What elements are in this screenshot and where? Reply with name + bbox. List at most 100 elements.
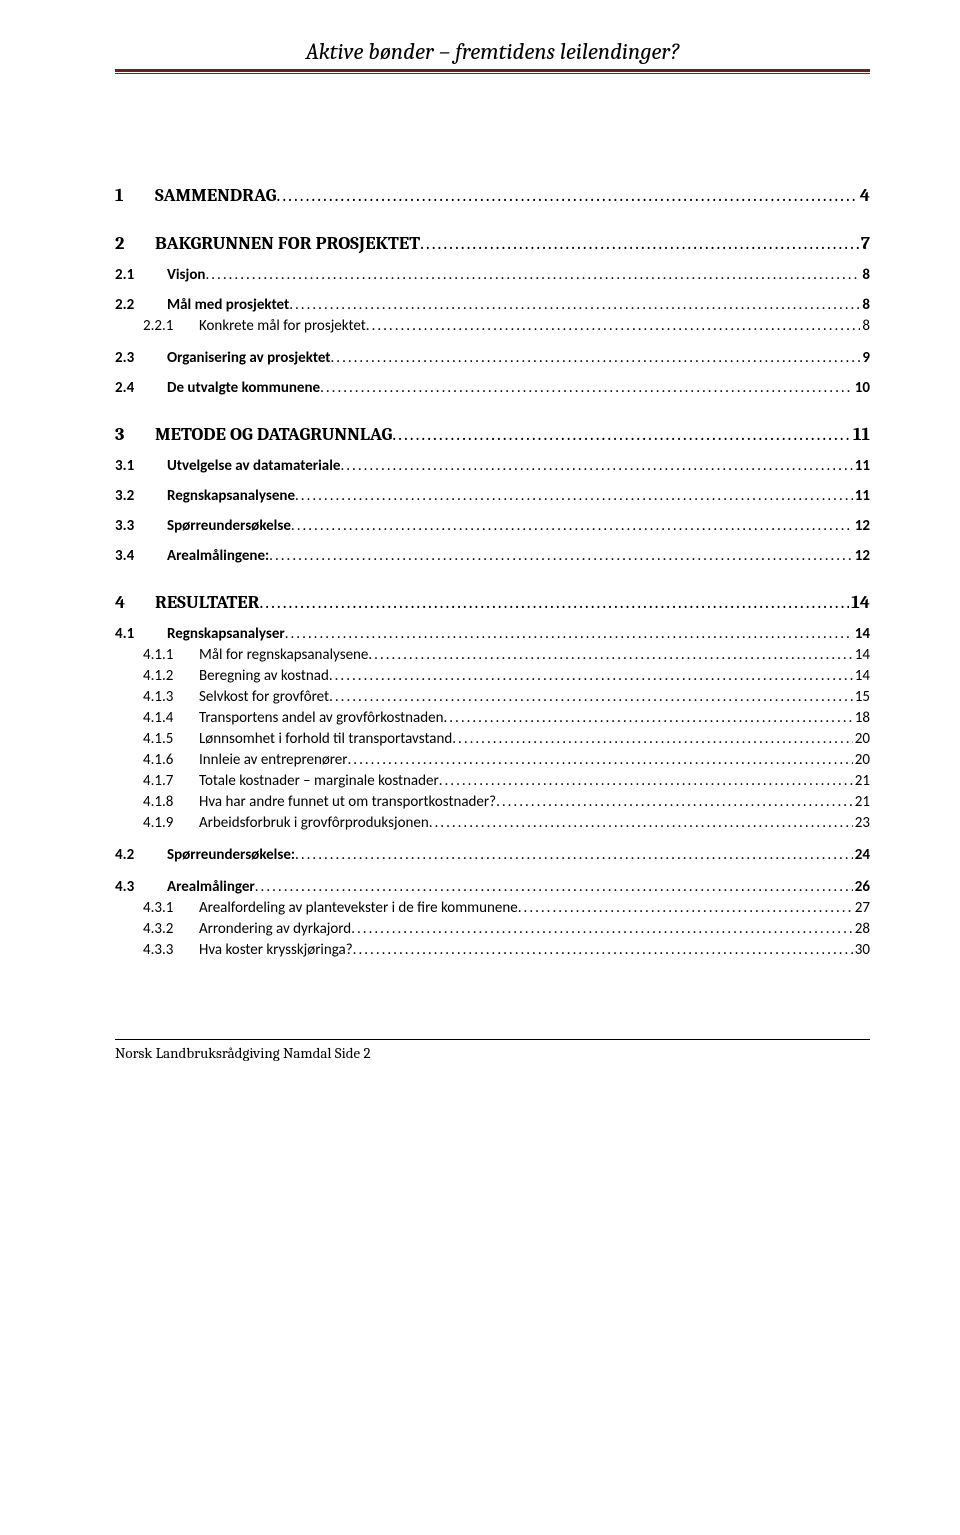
toc-entry-number: 4.1.6 [115,751,199,769]
toc-leader-dots [260,591,850,613]
toc-entry[interactable]: 2.2.1Konkrete mål for prosjektet 8 [115,317,870,335]
toc-entry-number: 4.1.9 [115,814,199,832]
toc-entry-label: Arrondering av dyrkajord [199,920,351,938]
toc-leader-dots [269,547,853,565]
toc-entry-page: 14 [849,591,870,613]
toc-entry-number: 2 [115,232,155,254]
toc-leader-dots [205,266,860,284]
toc-leader-dots [368,646,852,664]
toc-entry-label: Utvelgelse av datamateriale [167,457,340,475]
toc-entry-page: 12 [853,547,870,565]
toc-entry[interactable]: 4.1.8Hva har andre funnet ut om transpor… [115,793,870,811]
toc-entry[interactable]: 1SAMMENDRAG 4 [115,184,870,206]
toc-leader-dots [351,920,853,938]
toc-entry[interactable]: 4.1.1Mål for regnskapsanalysene 14 [115,646,870,664]
toc-leader-dots [443,709,852,727]
toc-entry-label: Hva koster krysskjøringa? [199,941,353,959]
toc-entry-label: Spørreundersøkelse [167,517,291,535]
toc-entry-label: Mål med prosjektet [167,296,289,314]
toc-entry[interactable]: 2.1Visjon 8 [115,266,870,284]
toc-entry[interactable]: 2.2Mål med prosjektet 8 [115,296,870,314]
toc-entry-label: Visjon [167,266,205,284]
toc-entry-number: 4.2 [115,846,167,864]
toc-entry-page: 14 [853,667,870,685]
toc-leader-dots [429,814,853,832]
toc-entry[interactable]: 4.1.9Arbeidsforbruk i grovfôrproduksjone… [115,814,870,832]
toc-leader-dots [331,349,861,367]
toc-leader-dots [439,772,853,790]
toc-entry-page: 8 [860,317,870,335]
toc-entry-page: 27 [853,899,870,917]
toc-entry[interactable]: 4RESULTATER 14 [115,591,870,613]
toc-entry-number: 3.3 [115,517,167,535]
toc-entry-label: Arealfordeling av plantevekster i de fir… [199,899,518,917]
toc-entry-label: METODE OG DATAGRUNNLAG [155,423,392,445]
toc-entry[interactable]: 4.3.1Arealfordeling av plantevekster i d… [115,899,870,917]
toc-entry-page: 21 [853,772,870,790]
toc-entry-label: Regnskapsanalysene [167,487,295,505]
toc-entry-label: Organisering av prosjektet [167,349,331,367]
toc-entry-number: 4.3.1 [115,899,199,917]
toc-entry-page: 15 [853,688,870,706]
toc-entry-number: 3.1 [115,457,167,475]
running-header: Aktive bønder – fremtidens leilendinger? [115,38,870,65]
toc-entry-number: 4.3.2 [115,920,199,938]
toc-leader-dots [420,232,859,254]
toc-leader-dots [291,517,853,535]
toc-entry-label: Arealmålinger [167,878,255,896]
toc-entry[interactable]: 2BAKGRUNNEN FOR PROSJEKTET 7 [115,232,870,254]
toc-entry-label: Spørreundersøkelse: [167,846,295,864]
toc-entry[interactable]: 4.1Regnskapsanalyser 14 [115,625,870,643]
toc-entry[interactable]: 3METODE OG DATAGRUNNLAG 11 [115,423,870,445]
toc-entry-label: Mål for regnskapsanalysene [199,646,368,664]
toc-leader-dots [295,487,853,505]
toc-entry-label: Arealmålingene: [167,547,269,565]
toc-entry[interactable]: 4.1.3Selvkost for grovfôret 15 [115,688,870,706]
toc-entry[interactable]: 4.3.2Arrondering av dyrkajord 28 [115,920,870,938]
toc-entry-number: 4.1.7 [115,772,199,790]
toc-leader-dots [320,379,853,397]
toc-entry[interactable]: 2.3Organisering av prosjektet 9 [115,349,870,367]
header-rule [115,69,870,74]
toc-entry-number: 2.2.1 [115,317,199,335]
toc-leader-dots [518,899,853,917]
toc-entry[interactable]: 3.4Arealmålingene: 12 [115,547,870,565]
toc-entry-page: 8 [860,266,870,284]
toc-entry-page: 26 [853,878,870,896]
toc-entry[interactable]: 4.1.7Totale kostnader – marginale kostna… [115,772,870,790]
toc-entry[interactable]: 4.2Spørreundersøkelse: 24 [115,846,870,864]
header-title: Aktive bønder – fremtidens leilendinger? [115,38,870,65]
toc-entry-label: Regnskapsanalyser [167,625,285,643]
toc-entry-page: 28 [853,920,870,938]
toc-leader-dots [392,423,851,445]
toc-entry[interactable]: 4.1.5Lønnsomhet i forhold til transporta… [115,730,870,748]
toc-leader-dots [295,846,853,864]
toc-entry-number: 3.4 [115,547,167,565]
toc-entry-number: 1 [115,184,155,206]
toc-entry-page: 18 [853,709,870,727]
toc-leader-dots [329,688,853,706]
toc-entry-label: Transportens andel av grovfôrkostnaden [199,709,443,727]
toc-entry[interactable]: 4.1.4Transportens andel av grovfôrkostna… [115,709,870,727]
toc-leader-dots [496,793,853,811]
toc-entry[interactable]: 3.2Regnskapsanalysene 11 [115,487,870,505]
toc-entry-number: 2.4 [115,379,167,397]
toc-entry-page: 11 [851,423,870,445]
toc-entry-page: 7 [859,232,870,254]
toc-entry-label: Totale kostnader – marginale kostnader [199,772,439,790]
toc-entry[interactable]: 4.1.6Innleie av entreprenører 20 [115,751,870,769]
toc-entry[interactable]: 2.4De utvalgte kommunene 10 [115,379,870,397]
toc-entry-page: 9 [860,349,870,367]
toc-leader-dots [329,667,853,685]
toc-leader-dots [289,296,860,314]
toc-entry-number: 4.1 [115,625,167,643]
toc-entry[interactable]: 4.1.2Beregning av kostnad 14 [115,667,870,685]
toc-entry-label: SAMMENDRAG [155,184,277,206]
toc-entry-number: 4.1.3 [115,688,199,706]
toc-entry[interactable]: 3.1Utvelgelse av datamateriale 11 [115,457,870,475]
toc-entry[interactable]: 4.3.3Hva koster krysskjøringa? 30 [115,941,870,959]
toc-entry[interactable]: 3.3Spørreundersøkelse 12 [115,517,870,535]
toc-entry-page: 20 [853,751,870,769]
toc-entry[interactable]: 4.3Arealmålinger 26 [115,878,870,896]
toc-entry-page: 14 [853,646,870,664]
